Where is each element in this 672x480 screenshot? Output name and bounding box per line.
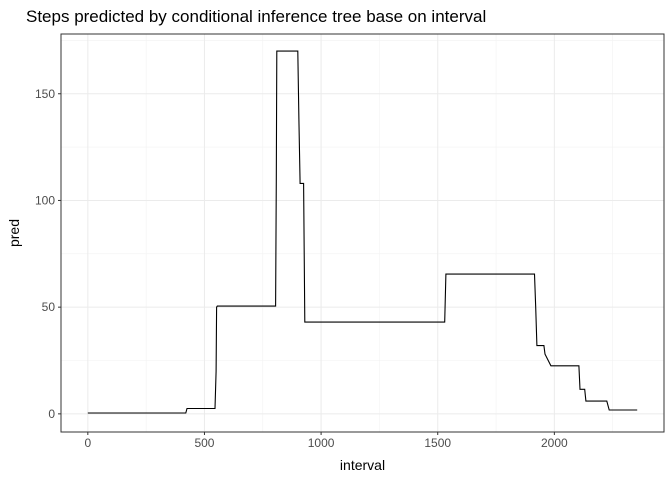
y-tick-label: 0	[48, 407, 55, 421]
panel-border	[60, 33, 665, 433]
series-layer	[87, 50, 638, 414]
chart-title: Steps predicted by conditional inference…	[26, 7, 486, 26]
x-axis-title: interval	[340, 457, 385, 473]
x-tick-label: 1000	[308, 436, 335, 450]
x-tick-label: 1500	[424, 436, 451, 450]
y-axis-title: pred	[6, 219, 22, 247]
y-tick-label: 50	[42, 300, 56, 314]
x-tick-label: 0	[84, 436, 91, 450]
y-tick-label: 100	[35, 193, 55, 207]
y-tick-label: 150	[35, 87, 55, 101]
axes: 0 500 1000 1500 2000 0 50 100 150	[35, 87, 568, 450]
grid	[61, 34, 664, 432]
x-tick-label: 2000	[541, 436, 568, 450]
series-line-0	[87, 50, 638, 414]
x-tick-label: 500	[194, 436, 214, 450]
